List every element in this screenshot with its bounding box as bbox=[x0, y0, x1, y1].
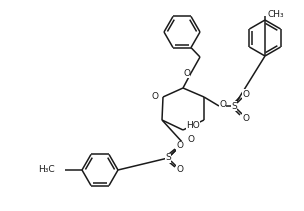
Text: CH₃: CH₃ bbox=[267, 9, 284, 19]
Text: S: S bbox=[165, 153, 171, 162]
Text: O: O bbox=[177, 165, 184, 174]
Text: S: S bbox=[231, 101, 237, 111]
Text: O: O bbox=[219, 100, 226, 108]
Text: HO: HO bbox=[186, 122, 200, 130]
Text: O: O bbox=[151, 92, 158, 100]
Text: O: O bbox=[183, 69, 190, 77]
Text: O: O bbox=[243, 114, 250, 123]
Text: O: O bbox=[243, 89, 250, 99]
Text: H₃C: H₃C bbox=[38, 165, 55, 174]
Text: O: O bbox=[187, 135, 194, 145]
Text: O: O bbox=[177, 142, 184, 150]
